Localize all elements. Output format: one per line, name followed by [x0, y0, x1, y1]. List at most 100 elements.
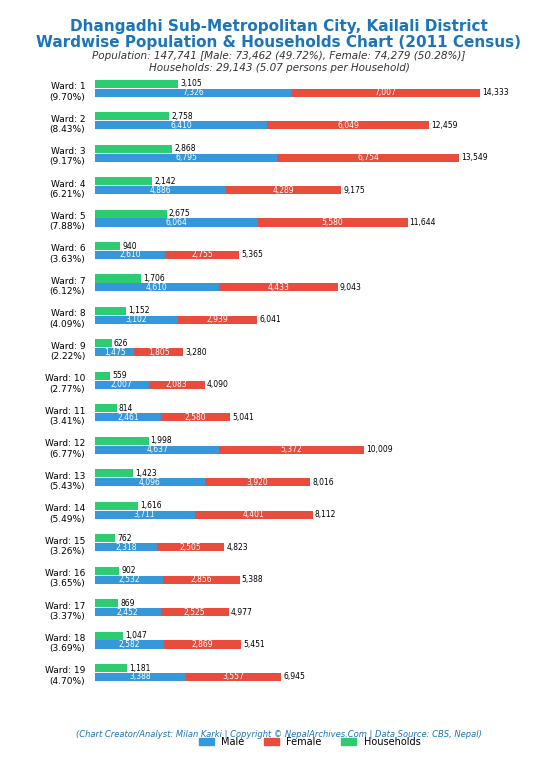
- Text: Dhangadhi Sub-Metropolitan City, Kailali District: Dhangadhi Sub-Metropolitan City, Kailali…: [70, 19, 488, 35]
- Text: Wardwise Population & Households Chart (2011 Census): Wardwise Population & Households Chart (…: [36, 35, 522, 50]
- Text: 2,939: 2,939: [207, 316, 228, 324]
- Bar: [95, 469, 133, 478]
- Text: 2,869: 2,869: [192, 640, 214, 649]
- Text: 7,326: 7,326: [182, 88, 204, 98]
- Text: 9,043: 9,043: [340, 283, 362, 292]
- Text: Population: 147,741 [Male: 73,462 (49.72%), Female: 74,279 (50.28%)]
Households:: Population: 147,741 [Male: 73,462 (49.72…: [92, 51, 466, 73]
- Text: 2,007: 2,007: [111, 380, 133, 389]
- Bar: [95, 307, 126, 315]
- Bar: [157, 543, 224, 551]
- Text: 2,461: 2,461: [117, 412, 139, 422]
- Text: 869: 869: [121, 598, 135, 607]
- Bar: [95, 381, 149, 389]
- Text: 6,754: 6,754: [357, 153, 379, 162]
- Text: 1,475: 1,475: [104, 348, 126, 357]
- Bar: [186, 673, 281, 681]
- Text: 6,945: 6,945: [283, 673, 305, 681]
- Bar: [95, 372, 110, 380]
- Text: 4,823: 4,823: [227, 543, 248, 551]
- Text: 7,007: 7,007: [375, 88, 397, 98]
- Bar: [95, 478, 205, 486]
- Text: 2,318: 2,318: [116, 543, 137, 551]
- Text: 1,047: 1,047: [125, 631, 147, 640]
- Text: 4,433: 4,433: [267, 283, 289, 292]
- Text: 5,041: 5,041: [232, 412, 254, 422]
- Bar: [95, 274, 141, 283]
- Bar: [258, 218, 407, 227]
- Text: 14,333: 14,333: [482, 88, 508, 98]
- Text: 2,083: 2,083: [166, 380, 187, 389]
- Text: 1,616: 1,616: [141, 502, 162, 510]
- Bar: [95, 404, 117, 412]
- Bar: [95, 673, 186, 681]
- Bar: [95, 511, 195, 518]
- Text: 12,459: 12,459: [431, 121, 458, 130]
- Bar: [163, 575, 239, 584]
- Bar: [95, 121, 267, 129]
- Bar: [165, 251, 239, 259]
- Bar: [95, 641, 164, 648]
- Bar: [95, 349, 134, 356]
- Bar: [161, 608, 229, 616]
- Bar: [195, 511, 312, 518]
- Text: 2,610: 2,610: [119, 250, 141, 260]
- Text: 9,175: 9,175: [343, 186, 365, 194]
- Text: 6,049: 6,049: [337, 121, 359, 130]
- Text: 2,142: 2,142: [155, 177, 176, 186]
- Bar: [267, 121, 430, 129]
- Text: 11,644: 11,644: [410, 218, 436, 227]
- Bar: [95, 599, 118, 607]
- Text: 4,886: 4,886: [150, 186, 171, 194]
- Text: 3,105: 3,105: [180, 79, 202, 88]
- Bar: [292, 88, 480, 97]
- Text: 559: 559: [112, 372, 127, 380]
- Bar: [95, 575, 163, 584]
- Bar: [95, 339, 112, 347]
- Bar: [205, 478, 310, 486]
- Bar: [95, 283, 219, 292]
- Text: 1,423: 1,423: [135, 468, 157, 478]
- Text: 4,637: 4,637: [146, 445, 168, 454]
- Bar: [95, 413, 161, 422]
- Text: 6,410: 6,410: [170, 121, 192, 130]
- Text: 1,706: 1,706: [143, 274, 165, 283]
- Bar: [164, 641, 241, 648]
- Text: 4,096: 4,096: [139, 478, 161, 487]
- Text: 2,580: 2,580: [185, 412, 206, 422]
- Legend: Male, Female, Households: Male, Female, Households: [195, 733, 424, 750]
- Text: 2,856: 2,856: [190, 575, 212, 584]
- Text: 2,758: 2,758: [171, 111, 193, 121]
- Bar: [95, 502, 138, 510]
- Bar: [149, 381, 205, 389]
- Bar: [95, 631, 123, 640]
- Bar: [277, 154, 459, 161]
- Bar: [95, 88, 292, 97]
- Bar: [95, 186, 226, 194]
- Text: 5,580: 5,580: [322, 218, 344, 227]
- Text: 3,711: 3,711: [134, 510, 156, 519]
- Bar: [95, 543, 157, 551]
- Text: 1,998: 1,998: [151, 436, 172, 445]
- Text: 6,041: 6,041: [259, 316, 281, 324]
- Bar: [95, 80, 178, 88]
- Bar: [95, 242, 120, 250]
- Text: 10,009: 10,009: [366, 445, 392, 454]
- Text: 762: 762: [118, 534, 132, 543]
- Text: 2,755: 2,755: [191, 250, 213, 260]
- Text: 814: 814: [119, 404, 133, 413]
- Text: (Chart Creator/Analyst: Milan Karki | Copyright © NepalArchives.Com | Data Sourc: (Chart Creator/Analyst: Milan Karki | Co…: [76, 730, 482, 739]
- Text: 5,365: 5,365: [241, 250, 263, 260]
- Text: 3,102: 3,102: [126, 316, 147, 324]
- Text: 2,525: 2,525: [184, 607, 205, 617]
- Bar: [95, 144, 172, 153]
- Bar: [178, 316, 257, 324]
- Bar: [95, 177, 152, 185]
- Text: 2,532: 2,532: [118, 575, 140, 584]
- Text: 626: 626: [114, 339, 128, 348]
- Bar: [95, 218, 258, 227]
- Text: 2,582: 2,582: [119, 640, 140, 649]
- Text: 4,090: 4,090: [207, 380, 229, 389]
- Text: 4,610: 4,610: [146, 283, 167, 292]
- Text: 8,016: 8,016: [312, 478, 334, 487]
- Bar: [95, 112, 169, 121]
